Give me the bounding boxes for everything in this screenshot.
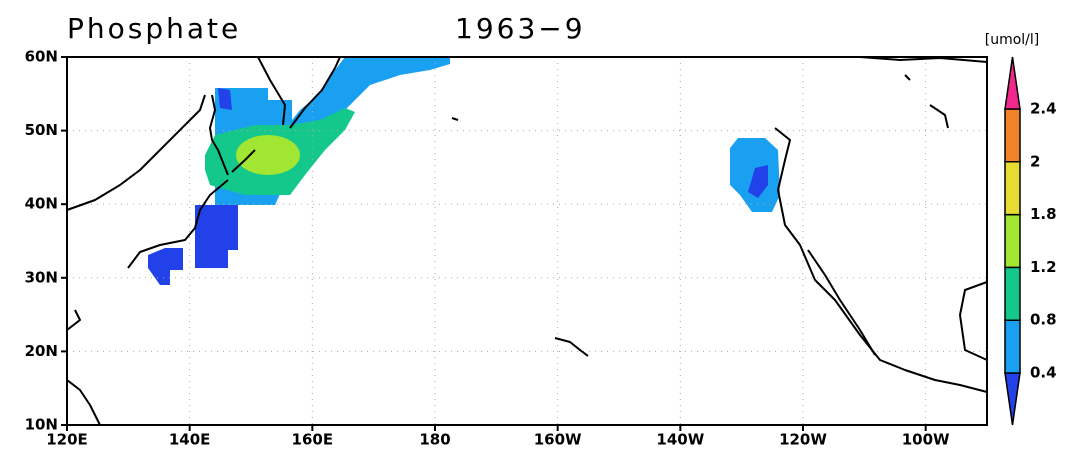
colorbar-segment <box>1004 161 1021 216</box>
axes: 120E 140E 160E 180 160W 140W 120W 100W 10N 20N 30N… <box>25 48 950 449</box>
lat-label: 40N <box>25 195 58 213</box>
lat-label: 60N <box>25 48 58 66</box>
lon-label: 120E <box>46 431 88 449</box>
colorbar-segment <box>1004 372 1021 426</box>
colorbar-label: 2 <box>1030 152 1040 170</box>
colorbar-segment <box>1004 108 1021 163</box>
unit: [umol/l] <box>985 32 1040 48</box>
colorbar-segment <box>1004 213 1021 269</box>
colorbar: 0.4 0.8 1.2 1.8 2 2.4 <box>1004 56 1057 426</box>
lon-label: 160W <box>534 431 582 449</box>
lon-label: 140E <box>169 431 211 449</box>
lat-label: 20N <box>25 342 58 360</box>
lon-label: 140W <box>656 431 704 449</box>
lon-label: 180 <box>419 431 450 449</box>
colorbar-segment <box>1004 319 1021 374</box>
date: 1963−9 <box>455 12 586 45</box>
colorbar-label: 2.4 <box>1030 100 1057 118</box>
colorbar-label: 0.8 <box>1030 311 1057 329</box>
frame <box>66 56 988 426</box>
title: Phosphate <box>67 12 241 45</box>
data-field <box>148 57 780 285</box>
lon-label: 160E <box>292 431 334 449</box>
lat-label: 10N <box>25 416 58 434</box>
lon-label: 120W <box>779 431 827 449</box>
coastline <box>66 56 988 426</box>
colorbar-label: 1.8 <box>1030 205 1057 223</box>
lat-label: 30N <box>25 268 58 286</box>
colorbar-label: 1.2 <box>1030 258 1057 276</box>
colorbar-label: 0.4 <box>1030 364 1057 382</box>
colorbar-segment <box>1004 56 1021 110</box>
colorbar-segment <box>1004 266 1021 321</box>
grid <box>67 57 987 425</box>
lon-label: 100W <box>902 431 950 449</box>
lat-label: 50N <box>25 121 58 139</box>
